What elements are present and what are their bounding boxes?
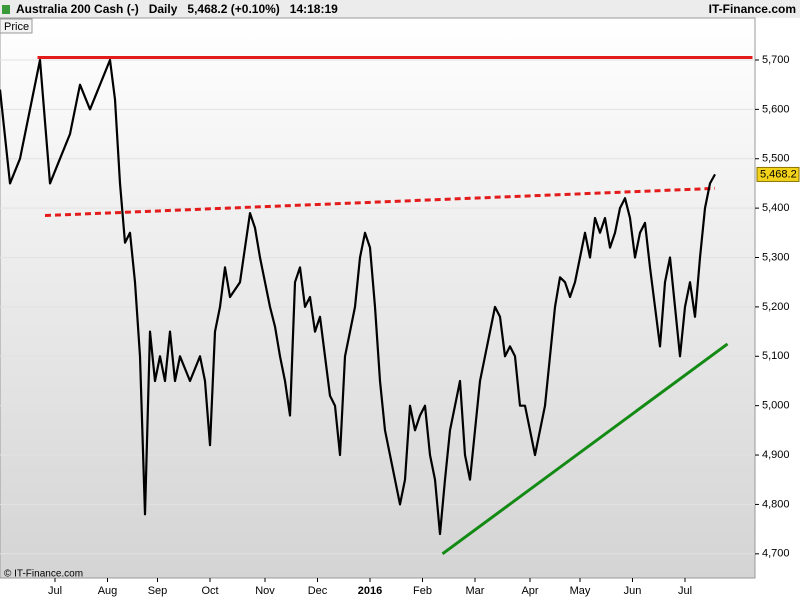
x-tick-label: May [570,585,591,597]
y-tick-label: 5,500 [762,153,790,165]
x-tick-label: Jul [678,585,692,597]
x-tick-label: 2016 [358,585,382,597]
plot-area [0,17,756,579]
copyright: © IT-Finance.com [4,569,83,580]
x-tick-label: Jun [624,585,642,597]
chart-title: Australia 200 Cash (-) Daily 5,468.2 (+0… [16,2,338,16]
y-tick-label: 5,000 [762,400,790,412]
y-tick-label: 4,700 [762,548,790,560]
x-tick-label: Nov [255,585,275,597]
x-tick-label: Sep [148,585,168,597]
last-price-label: 5,468.2 [760,168,797,180]
y-tick-label: 5,200 [762,301,790,313]
panel-tag [0,18,33,34]
y-tick-label: 4,800 [762,498,790,510]
x-tick-label: Apr [521,585,538,597]
x-tick-label: Mar [466,585,485,597]
y-tick-label: 5,700 [762,54,790,66]
x-tick-label: Aug [98,585,118,597]
trendline [44,186,716,218]
icon [2,5,10,14]
x-tick-label: Feb [413,585,432,597]
source: IT-Finance.com [709,2,796,16]
y-tick-label: 5,100 [762,350,790,362]
trendline [441,342,729,556]
x-tick-label: Jul [48,585,62,597]
x-tick-label: Oct [201,585,218,597]
y-tick-label: 5,300 [762,251,790,263]
panel-label: Price [4,21,29,33]
last-price-box [756,166,800,182]
y-tick-label: 4,900 [762,449,790,461]
x-tick-label: Dec [308,585,328,597]
price-line [0,58,716,536]
y-tick-label: 5,600 [762,103,790,115]
header-bar [0,0,800,18]
y-tick-label: 5,400 [762,202,790,214]
